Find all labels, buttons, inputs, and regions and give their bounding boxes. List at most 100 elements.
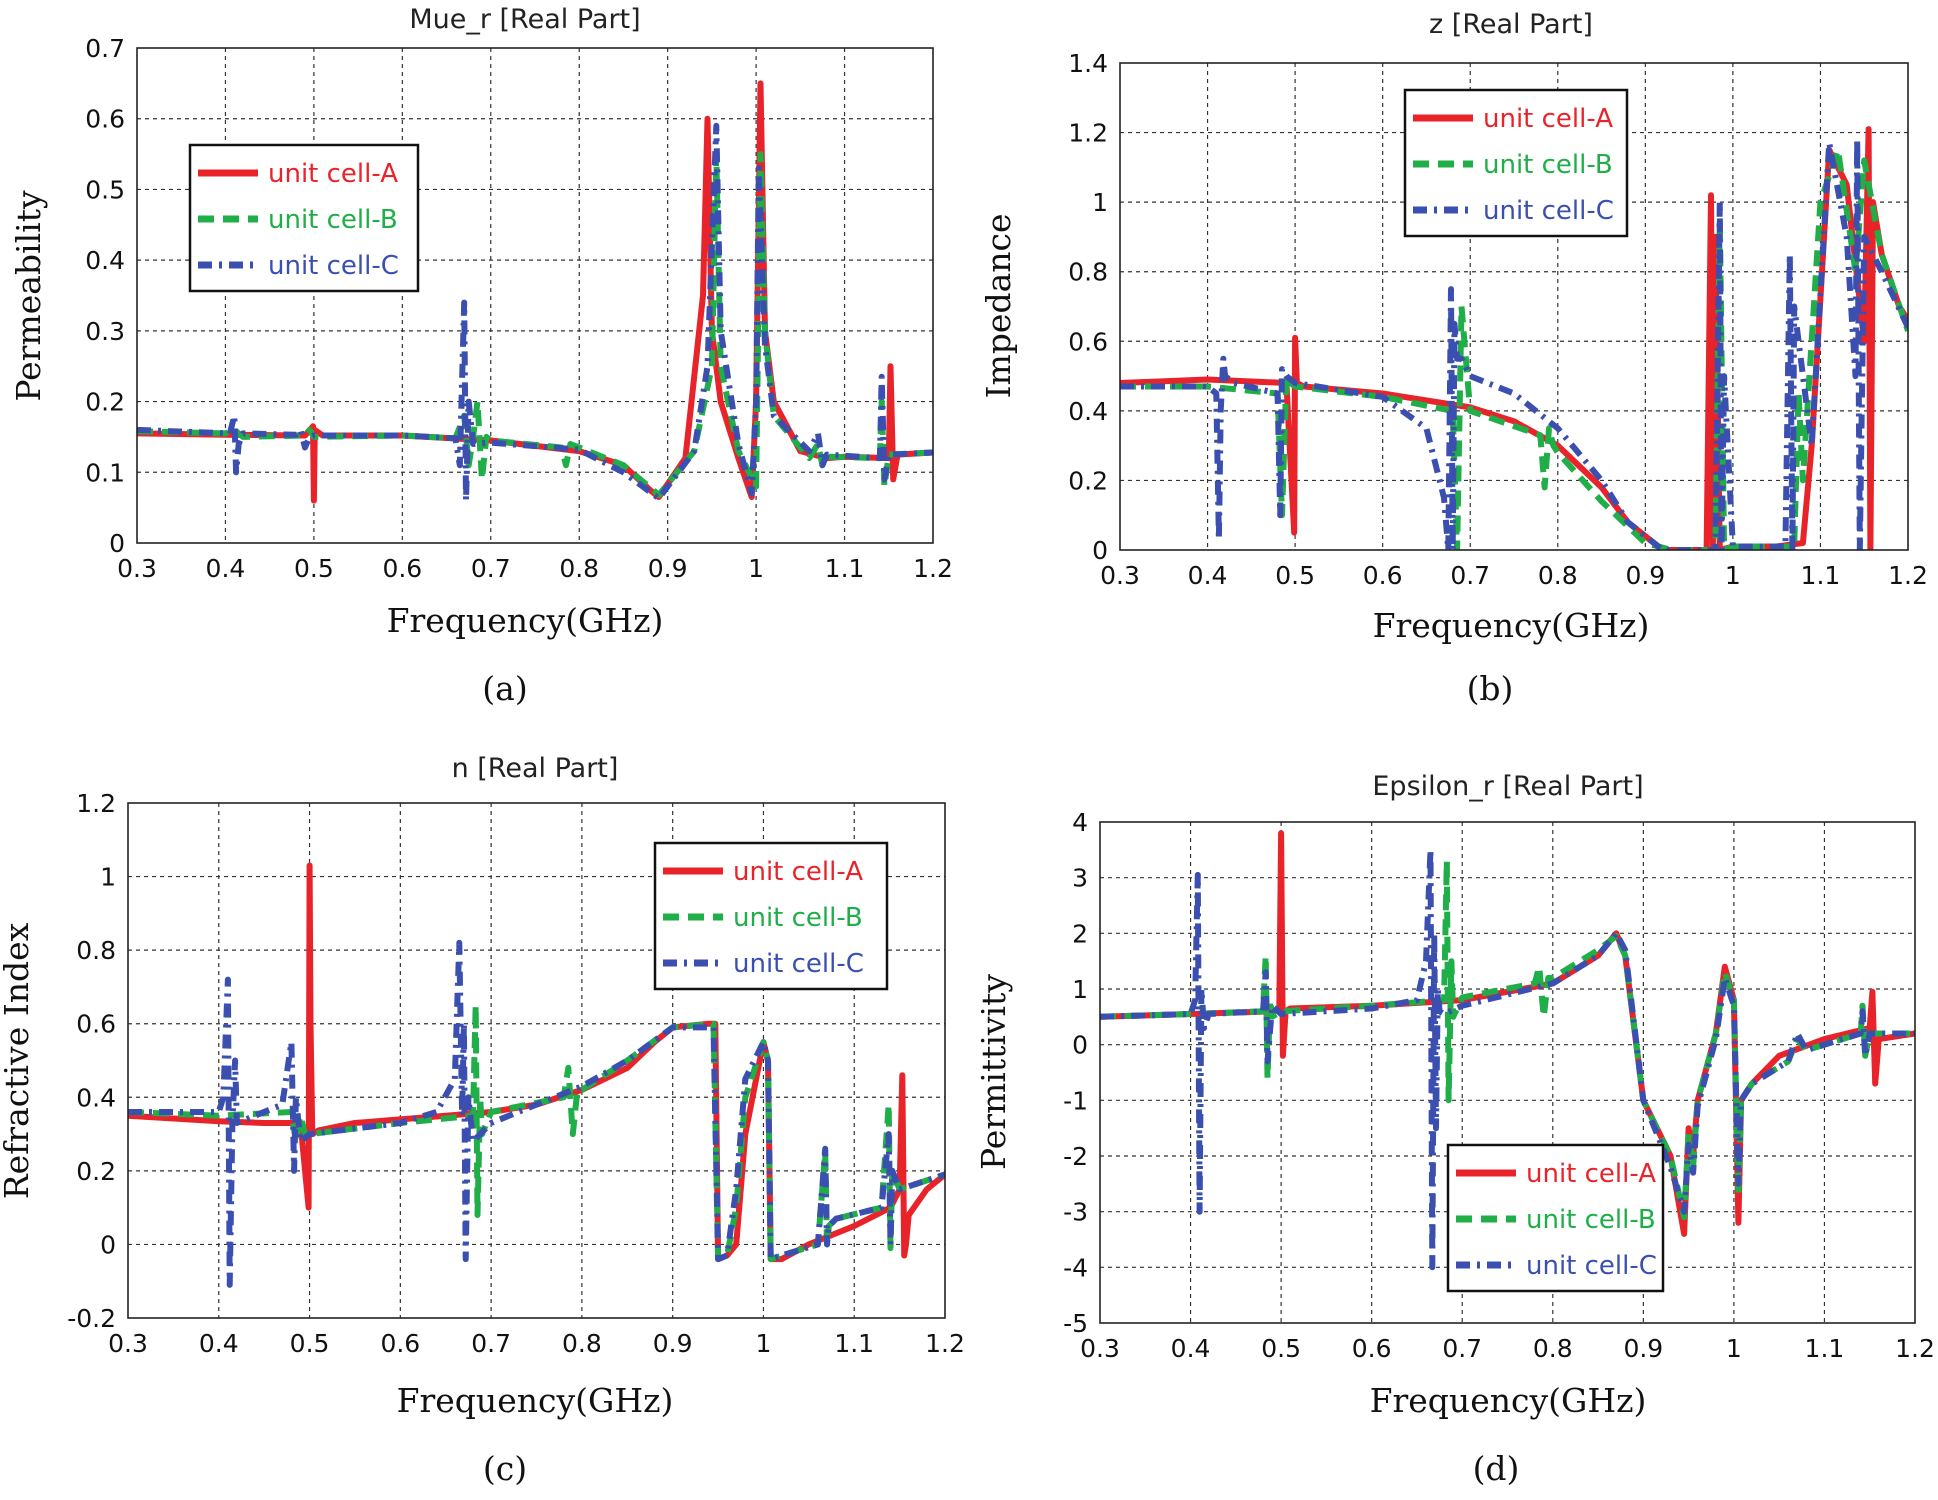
y-tick-label: 0.5: [85, 175, 125, 204]
x-tick-label: 0.3: [108, 1329, 148, 1358]
x-tick-label: 0.7: [1442, 1334, 1482, 1363]
x-tick-label: 0.3: [117, 554, 157, 583]
legend-entry: unit cell-C: [1526, 1251, 1657, 1281]
x-tick-label: 1.2: [925, 1329, 965, 1358]
y-tick-label: 0.2: [76, 1157, 116, 1186]
y-tick-label: 0.1: [85, 458, 125, 487]
y-tick-label: 0.6: [76, 1010, 116, 1039]
series-line-unit-cell-b: [137, 151, 933, 498]
panel-a-permeability: 0.3 0.4 0.5 0.6 0.7 0.8 0.9 1 1.1 1.2 0 0.1 0.2 0.3 0.…: [9, 4, 953, 708]
x-tick-label: 0.9: [653, 1329, 693, 1358]
legend: unit cell-A unit cell-B unit cell-C: [188, 143, 420, 293]
x-tick-label: 1.1: [1805, 1334, 1845, 1363]
legend-entry: unit cell-C: [1483, 196, 1614, 226]
y-axis-label: Impedance: [979, 213, 1018, 398]
legend-entry: unit cell-C: [268, 251, 399, 281]
x-tick-label: 1.1: [825, 554, 865, 583]
panel-caption: (b): [1467, 669, 1514, 708]
legend-entry: unit cell-B: [1526, 1205, 1656, 1235]
x-tick-label: 0.8: [1533, 1334, 1573, 1363]
x-axis-label: Frequency(GHz): [387, 601, 664, 640]
panel-c-refractive-index: 0.3 0.4 0.5 0.6 0.7 0.8 0.9 1 1.1 1.2 -0.2 0 0.2 0.4 0…: [0, 753, 965, 1488]
y-tick-label: -3: [1063, 1198, 1088, 1227]
x-axis-label: Frequency(GHz): [397, 1381, 674, 1420]
legend: unit cell-A unit cell-B unit cell-C: [1403, 88, 1629, 238]
series-line-unit-cell-b: [128, 1002, 945, 1263]
y-tick-label: 2: [1072, 919, 1088, 948]
y-axis-label: Permittivity: [974, 974, 1013, 1170]
x-tick-label: 0.9: [1623, 1334, 1663, 1363]
series-group: [128, 862, 945, 1288]
legend: unit cell-A unit cell-B unit cell-C: [653, 841, 889, 991]
y-tick-label: -0.2: [67, 1304, 116, 1333]
legend-entry: unit cell-B: [733, 903, 863, 933]
y-tick-label: 0.6: [85, 105, 125, 134]
x-tick-label: 0.6: [380, 1329, 420, 1358]
chart-title: n [Real Part]: [452, 753, 619, 784]
series-line-unit-cell-c: [128, 939, 945, 1288]
y-tick-label: 0: [100, 1230, 116, 1259]
x-tick-label: 0.8: [559, 554, 599, 583]
x-tick-label: 1: [748, 554, 764, 583]
legend-entry: unit cell-A: [1526, 1159, 1656, 1189]
x-tick-label: 1: [1725, 561, 1741, 590]
x-tick-label: 0.7: [471, 1329, 511, 1358]
plot-frame: [1099, 821, 1916, 1324]
y-tick-label: 0.2: [85, 388, 125, 417]
x-tick-label: 1: [1726, 1334, 1742, 1363]
y-tick-label: 4: [1072, 808, 1088, 837]
x-tick-label: 0.6: [382, 554, 422, 583]
x-tick-label: 0.4: [199, 1329, 239, 1358]
series-line-unit-cell-a: [1100, 830, 1915, 1237]
legend-entry: unit cell-A: [733, 857, 863, 887]
y-tick-label: -1: [1063, 1086, 1088, 1115]
y-tick-label: 1: [1072, 975, 1088, 1004]
x-axis-label: Frequency(GHz): [1373, 606, 1650, 645]
x-tick-label: 1.2: [1888, 561, 1928, 590]
chart-title: Mue_r [Real Part]: [409, 4, 640, 35]
plot-frame: [136, 47, 934, 544]
y-tick-label: 0: [109, 529, 125, 558]
panel-d-permittivity: 0.3 0.4 0.5 0.6 0.7 0.8 0.9 1 1.1 1.2 -5 -4 -3 -2 -1 0 1…: [974, 771, 1935, 1488]
x-tick-label: 1: [755, 1329, 771, 1358]
x-tick-label: 0.9: [1625, 561, 1665, 590]
y-tick-label: 1: [1092, 188, 1108, 217]
plot-frame: [1119, 62, 1909, 551]
y-tick-label: 0.8: [1068, 258, 1108, 287]
x-tick-label: 0.6: [1363, 561, 1403, 590]
legend-entry: unit cell-A: [1483, 104, 1613, 134]
y-tick-label: 0: [1092, 536, 1108, 565]
series-group: [1100, 830, 1915, 1271]
x-tick-label: 1.2: [1895, 1334, 1935, 1363]
y-tick-label: 0.4: [76, 1083, 116, 1112]
series-line-unit-cell-c: [1120, 136, 1908, 550]
legend-entry: unit cell-B: [268, 205, 398, 235]
x-tick-label: 0.7: [1450, 561, 1490, 590]
x-tick-label: 0.9: [648, 554, 688, 583]
x-tick-label: 0.4: [206, 554, 246, 583]
y-tick-label: 0.8: [76, 936, 116, 965]
legend-entry: unit cell-A: [268, 159, 398, 189]
x-tick-label: 0.5: [294, 554, 334, 583]
y-tick-label: 0.4: [85, 246, 125, 275]
x-tick-label: 0.8: [1538, 561, 1578, 590]
legend-entry: unit cell-C: [733, 949, 864, 979]
y-tick-label: 1: [100, 863, 116, 892]
y-tick-label: -2: [1063, 1142, 1088, 1171]
y-tick-label: 0.4: [1068, 397, 1108, 426]
x-tick-label: 0.5: [1275, 561, 1315, 590]
x-tick-label: 0.3: [1080, 1334, 1120, 1363]
legend-entry: unit cell-B: [1483, 150, 1613, 180]
y-tick-label: -4: [1063, 1253, 1088, 1282]
x-tick-label: 0.5: [1261, 1334, 1301, 1363]
x-tick-label: 0.5: [290, 1329, 330, 1358]
x-tick-label: 0.3: [1100, 561, 1140, 590]
panel-caption: (a): [482, 669, 527, 708]
x-tick-label: 1.1: [1801, 561, 1841, 590]
legend: unit cell-A unit cell-B unit cell-C: [1446, 1143, 1665, 1293]
y-tick-label: 1.2: [1068, 119, 1108, 148]
x-tick-label: 0.6: [1352, 1334, 1392, 1363]
y-tick-label: 3: [1072, 864, 1088, 893]
series-group: [137, 80, 933, 504]
